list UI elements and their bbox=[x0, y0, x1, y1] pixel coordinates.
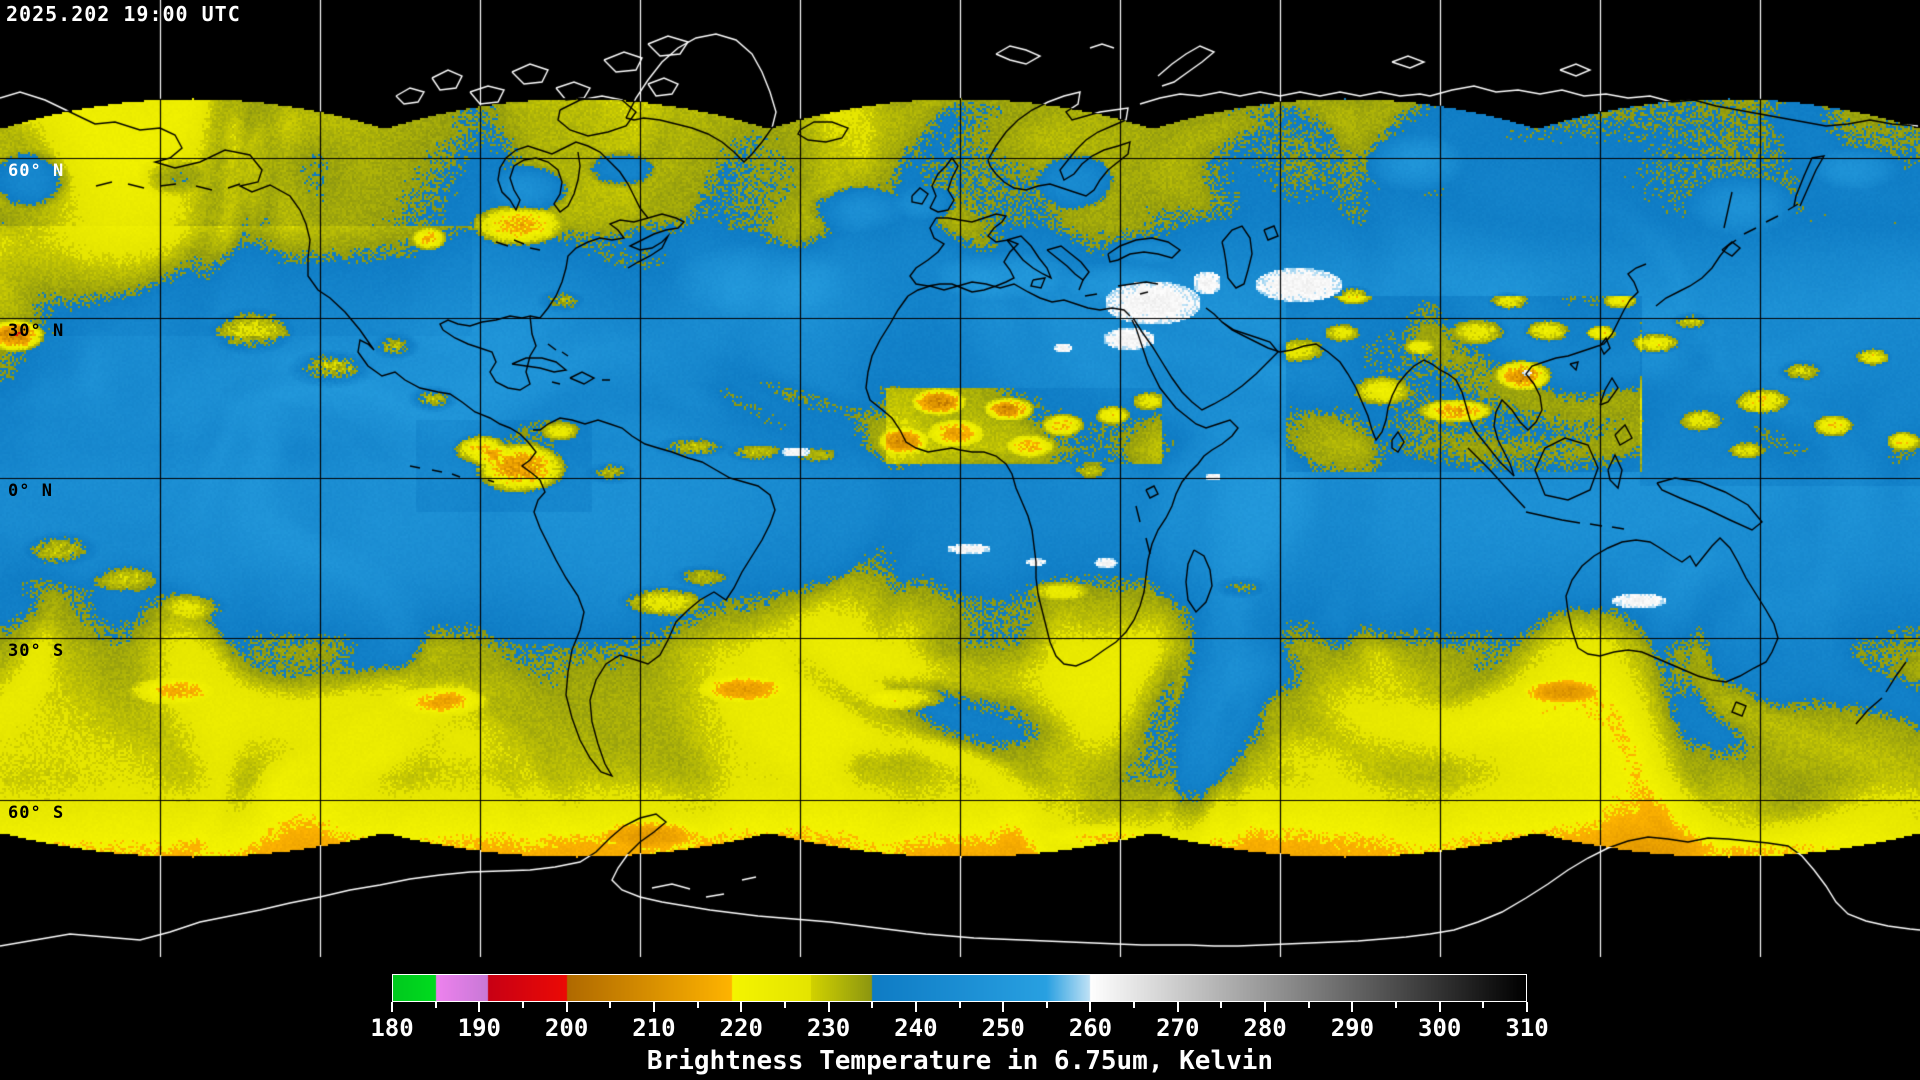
colorbar-tick-180 bbox=[391, 1002, 393, 1012]
colorbar-tick-305 bbox=[1482, 1002, 1485, 1008]
colorbar-tick-240 bbox=[914, 1002, 917, 1012]
colorbar-tick-label-220: 220 bbox=[719, 1014, 763, 1042]
colorbar-tick-label-280: 280 bbox=[1243, 1014, 1287, 1042]
lat-label-30s: 30° S bbox=[8, 641, 65, 661]
colorbar-tick-230 bbox=[827, 1002, 830, 1012]
colorbar-tick-285 bbox=[1307, 1002, 1310, 1008]
colorbar-tick-label-190: 190 bbox=[457, 1014, 501, 1042]
colorbar-tick-label-210: 210 bbox=[632, 1014, 676, 1042]
colorbar-tick-220 bbox=[740, 1002, 743, 1012]
lat-label-30n: 30° N bbox=[8, 321, 65, 341]
colorbar-tick-265 bbox=[1133, 1002, 1136, 1008]
lat-label-0n: 0° N bbox=[8, 481, 53, 501]
colorbar-caption: Brightness Temperature in 6.75um, Kelvin bbox=[646, 1046, 1274, 1076]
colorbar-gradient bbox=[393, 975, 1526, 1001]
timestamp-label: 2025.202 19:00 UTC bbox=[6, 2, 241, 26]
colorbar-tick-label-310: 310 bbox=[1505, 1014, 1549, 1042]
colorbar-tick-205 bbox=[609, 1002, 612, 1008]
colorbar-tick-235 bbox=[871, 1002, 874, 1008]
colorbar-tick-225 bbox=[783, 1002, 786, 1008]
colorbar-tick-275 bbox=[1220, 1002, 1223, 1008]
colorbar-tick-label-200: 200 bbox=[544, 1014, 589, 1042]
colorbar-tick-label-270: 270 bbox=[1156, 1014, 1200, 1042]
colorbar-tick-190 bbox=[478, 1002, 481, 1012]
colorbar-tick-300 bbox=[1438, 1002, 1441, 1012]
colorbar-tick-label-240: 240 bbox=[894, 1014, 938, 1042]
lat-label-60s: 60° S bbox=[8, 803, 65, 823]
colorbar-tick-270 bbox=[1176, 1002, 1179, 1012]
colorbar-tick-195 bbox=[521, 1002, 524, 1008]
colorbar-tick-label-250: 250 bbox=[981, 1014, 1025, 1042]
colorbar-tick-label-290: 290 bbox=[1330, 1014, 1375, 1042]
colorbar-tick-label-180: 180 bbox=[370, 1014, 414, 1042]
colorbar-tick-280 bbox=[1264, 1002, 1267, 1012]
colorbar-tick-215 bbox=[696, 1002, 699, 1008]
colorbar bbox=[392, 974, 1527, 1002]
colorbar-tick-310 bbox=[1526, 1002, 1528, 1012]
lat-label-60n: 60° N bbox=[8, 161, 65, 181]
colorbar-tick-260 bbox=[1089, 1002, 1092, 1012]
colorbar-tick-200 bbox=[565, 1002, 568, 1012]
colorbar-tick-label-260: 260 bbox=[1068, 1014, 1113, 1042]
colorbar-tick-295 bbox=[1395, 1002, 1398, 1008]
colorbar-tick-250 bbox=[1002, 1002, 1005, 1012]
colorbar-tick-290 bbox=[1351, 1002, 1354, 1012]
colorbar-tick-245 bbox=[958, 1002, 961, 1008]
colorbar-tick-210 bbox=[652, 1002, 655, 1012]
colorbar-tick-255 bbox=[1045, 1002, 1048, 1008]
colorbar-tick-label-230: 230 bbox=[806, 1014, 851, 1042]
colorbar-tick-label-300: 300 bbox=[1418, 1014, 1462, 1042]
colorbar-tick-185 bbox=[434, 1002, 437, 1008]
